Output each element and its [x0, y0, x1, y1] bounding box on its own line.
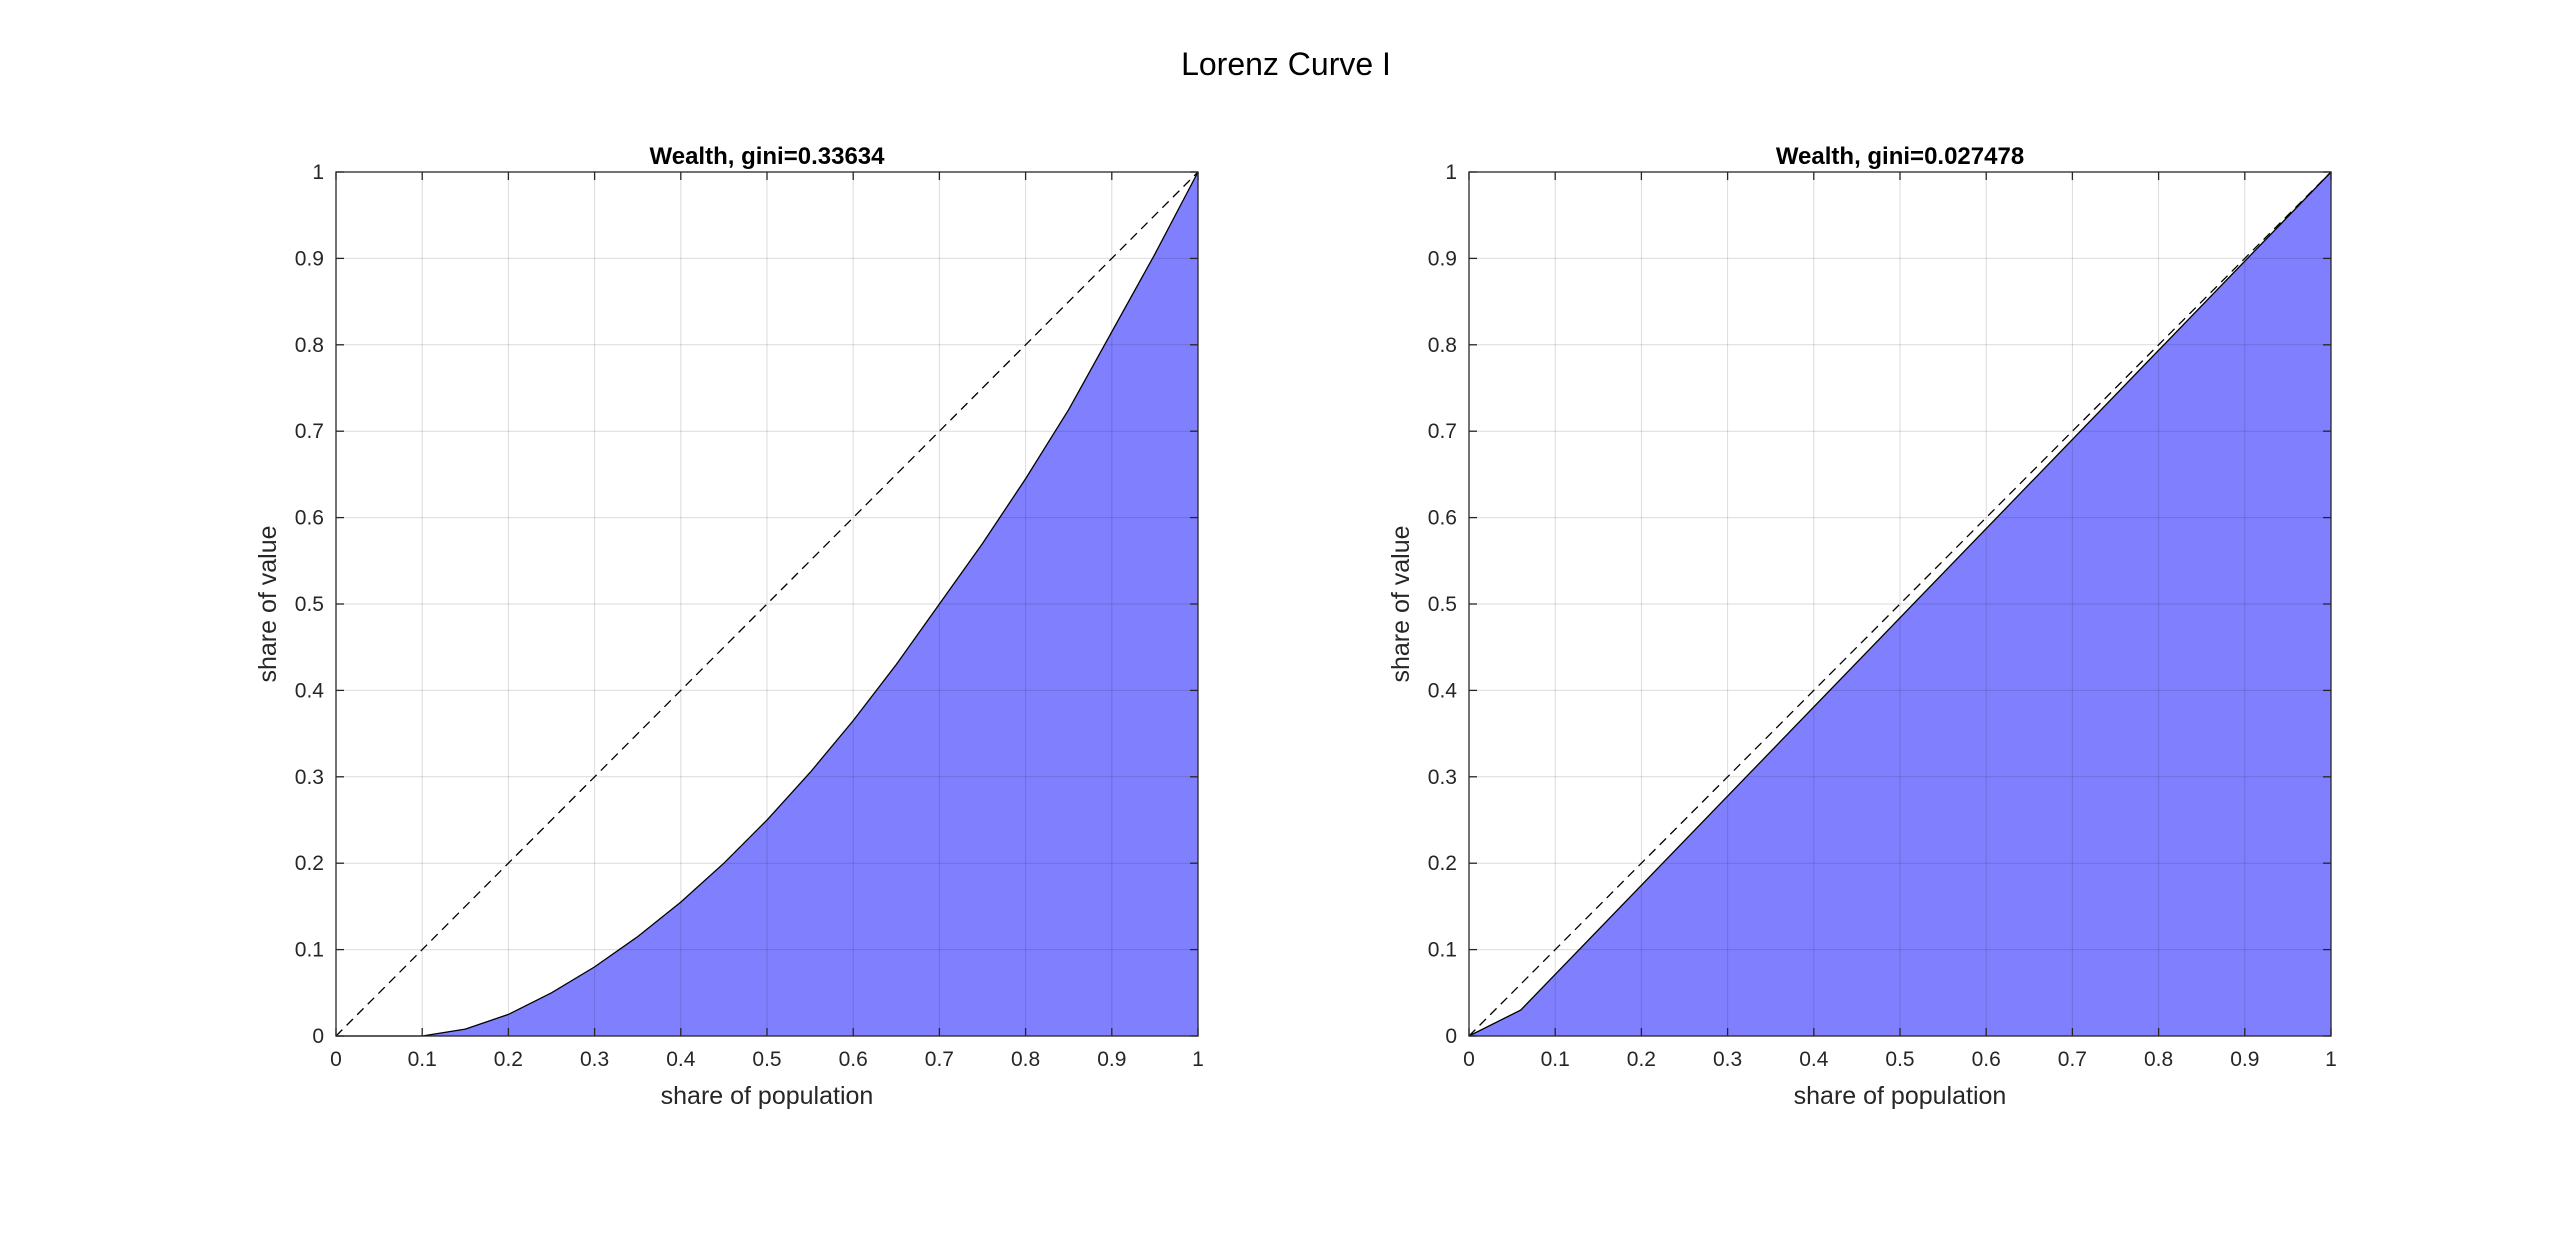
y-tick-label: 0.8	[1428, 334, 1457, 357]
x-tick-label: 0	[330, 1048, 342, 1071]
x-axis-label: share of population	[1794, 1082, 2007, 1110]
x-tick-label: 0.8	[2144, 1048, 2173, 1071]
equality-line	[1468, 171, 2332, 1037]
y-tick-label: 0.6	[295, 507, 324, 530]
lorenz-area	[336, 172, 1198, 1036]
y-tick-label: 0.4	[295, 679, 325, 702]
x-tick-label: 0.5	[1885, 1048, 1914, 1071]
x-tick-label: 0.8	[1011, 1048, 1040, 1071]
lorenz-curve	[1468, 171, 2332, 1037]
x-tick-label: 0.4	[1799, 1048, 1829, 1071]
lorenz-area	[1469, 172, 2331, 1036]
y-tick-label: 0.8	[295, 334, 324, 357]
y-tick-label: 0.1	[295, 939, 324, 962]
y-tick-label: 0	[1445, 1025, 1457, 1048]
y-tick-label: 1	[1445, 161, 1457, 184]
x-tick-label: 0.2	[494, 1048, 523, 1071]
y-axis-label: share of value	[254, 525, 282, 682]
x-tick-label: 0.5	[752, 1048, 781, 1071]
axes-title: Wealth, gini=0.027478	[1776, 143, 2024, 170]
y-tick-label: 0.7	[1428, 420, 1457, 443]
x-tick-label: 0.9	[1097, 1048, 1126, 1071]
x-tick-label: 0.6	[839, 1048, 868, 1071]
x-tick-label: 0.7	[2058, 1048, 2087, 1071]
y-tick-label: 0	[312, 1025, 324, 1048]
x-tick-label: 0.1	[1541, 1048, 1570, 1071]
axes-right: 0 0.1 0.2 0.3 0.4 0.5 0.6 0.7 0.8 0.9 1 0 0.1 0.2 0.3 0…	[1387, 143, 2337, 1110]
figure-title: Lorenz Curve I	[1181, 46, 1391, 82]
y-tick-label: 0.1	[1428, 939, 1457, 962]
y-tick-label: 0.5	[295, 593, 324, 616]
x-tick-label: 0.6	[1972, 1048, 2001, 1071]
y-tick-label: 0.3	[295, 766, 324, 789]
y-tick-label: 1	[312, 161, 324, 184]
y-tick-label: 0.2	[1428, 852, 1457, 875]
x-tick-label: 0.1	[408, 1048, 437, 1071]
x-tick-label: 0	[1463, 1048, 1475, 1071]
x-tick-label: 0.9	[2230, 1048, 2259, 1071]
y-axis-label: share of value	[1387, 525, 1415, 682]
x-tick-label: 0.3	[1713, 1048, 1742, 1071]
x-tick-label: 0.4	[666, 1048, 696, 1071]
lorenz-curve	[336, 171, 1199, 1037]
y-tick-label: 0.5	[1428, 593, 1457, 616]
equality-line	[335, 171, 1199, 1037]
y-tick-label: 0.4	[1428, 679, 1458, 702]
x-tick-label: 1	[2325, 1048, 2337, 1071]
y-tick-label: 0.2	[295, 852, 324, 875]
y-tick-label: 0.9	[295, 247, 324, 270]
y-tick-label: 0.6	[1428, 507, 1457, 530]
x-tick-label: 1	[1192, 1048, 1204, 1071]
x-axis-label: share of population	[661, 1082, 874, 1110]
y-tick-label: 0.9	[1428, 247, 1457, 270]
x-tick-label: 0.2	[1627, 1048, 1656, 1071]
y-tick-label: 0.3	[1428, 766, 1457, 789]
axes-left: 0 0.1 0.2 0.3 0.4 0.5 0.6 0.7 0.8 0.9 1 0 0.1 0.2 0.3 0…	[254, 143, 1204, 1110]
y-tick-label: 0.7	[295, 420, 324, 443]
x-tick-label: 0.7	[925, 1048, 954, 1071]
x-tick-label: 0.3	[580, 1048, 609, 1071]
axes-title: Wealth, gini=0.33634	[650, 143, 886, 170]
